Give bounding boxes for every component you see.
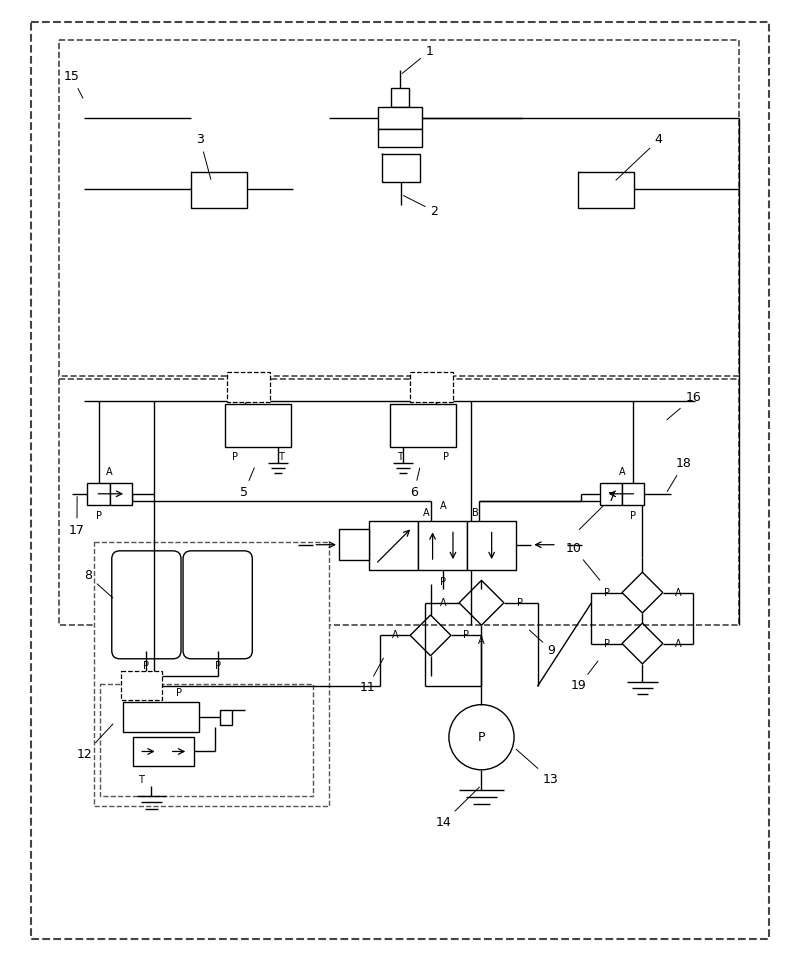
Text: P: P <box>630 511 636 521</box>
Bar <box>94 541 329 806</box>
Text: 5: 5 <box>240 468 254 499</box>
Bar <box>110 482 132 505</box>
Text: T: T <box>138 775 144 785</box>
Bar <box>418 521 467 570</box>
Bar <box>339 529 370 560</box>
Bar <box>121 671 162 699</box>
Text: P: P <box>517 598 523 607</box>
Text: A: A <box>674 639 682 648</box>
Text: 18: 18 <box>667 457 692 492</box>
Text: 3: 3 <box>196 134 211 180</box>
Bar <box>58 39 739 375</box>
Text: A: A <box>439 501 446 511</box>
Bar <box>87 482 110 505</box>
Text: 4: 4 <box>616 134 662 180</box>
Text: P: P <box>478 731 486 744</box>
Text: A: A <box>439 598 446 607</box>
Bar <box>378 129 422 147</box>
Text: 16: 16 <box>667 392 701 419</box>
Text: P: P <box>214 661 221 671</box>
Text: 14: 14 <box>436 787 479 829</box>
Text: 11: 11 <box>359 658 383 694</box>
Text: 19: 19 <box>571 661 598 692</box>
Text: 10: 10 <box>566 541 600 581</box>
Text: 8: 8 <box>84 569 113 598</box>
Text: P: P <box>176 689 182 698</box>
Text: 1: 1 <box>402 45 434 74</box>
Text: P: P <box>443 452 449 462</box>
Bar <box>370 521 418 570</box>
Text: A: A <box>106 467 113 478</box>
Text: P: P <box>143 661 150 671</box>
Bar <box>123 702 199 732</box>
Bar <box>133 737 194 766</box>
Text: 7: 7 <box>579 491 616 529</box>
Bar <box>99 685 314 796</box>
Text: P: P <box>463 630 470 641</box>
Text: 13: 13 <box>516 750 558 786</box>
Bar <box>191 172 247 207</box>
Bar <box>382 154 420 182</box>
Text: P: P <box>604 639 610 648</box>
Bar <box>58 379 739 626</box>
Text: A: A <box>478 636 485 647</box>
Text: A: A <box>391 630 398 641</box>
Text: 9: 9 <box>530 630 555 657</box>
Text: T: T <box>278 452 284 462</box>
Text: A: A <box>674 587 682 598</box>
Bar <box>220 710 232 725</box>
Text: P: P <box>440 578 446 587</box>
Bar <box>622 482 645 505</box>
Text: 15: 15 <box>64 71 83 98</box>
Text: 12: 12 <box>77 724 113 760</box>
Bar <box>410 371 453 402</box>
Text: A: A <box>618 467 626 478</box>
Text: B: B <box>472 508 478 519</box>
Bar <box>378 107 422 129</box>
Text: P: P <box>232 452 238 462</box>
Bar <box>578 172 634 207</box>
Text: P: P <box>95 511 102 521</box>
Bar <box>467 521 516 570</box>
Text: P: P <box>604 587 610 598</box>
Bar <box>391 89 409 107</box>
Text: T: T <box>397 452 403 462</box>
Text: 17: 17 <box>69 497 85 537</box>
Text: 6: 6 <box>410 468 420 499</box>
Text: 2: 2 <box>403 196 438 218</box>
Bar <box>600 482 622 505</box>
Bar <box>390 404 456 447</box>
Bar <box>225 404 291 447</box>
Text: A: A <box>423 508 430 519</box>
Bar <box>227 371 270 402</box>
